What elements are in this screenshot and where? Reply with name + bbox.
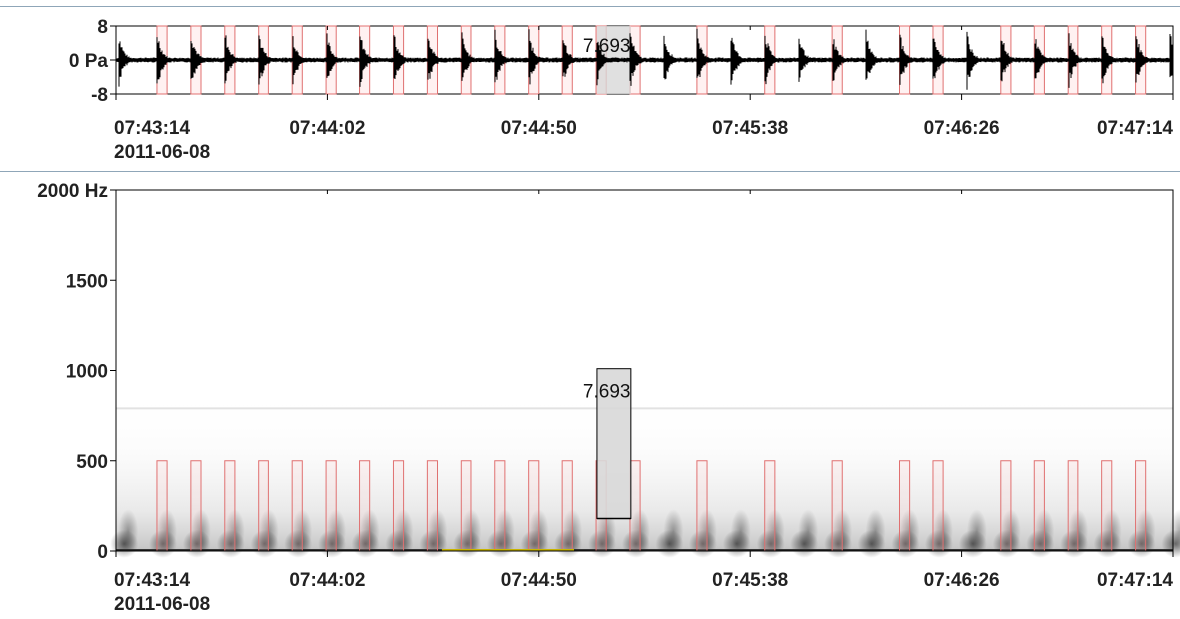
- waveform-time-tick-label: 07:43:14: [114, 118, 190, 139]
- spectrogram-y-tick-label: 0: [97, 542, 108, 563]
- spectrogram-selection-box[interactable]: [596, 368, 632, 520]
- call-harmonic: [1169, 509, 1180, 554]
- spectrogram-annotation-box: [1101, 460, 1113, 552]
- spectrogram-annotation-box: [190, 460, 202, 552]
- waveform-time-tick-label: 07:44:50: [501, 118, 577, 139]
- waveform-selection-label: 7.693: [583, 36, 631, 57]
- spectrogram-annotation-box: [426, 460, 439, 552]
- spectrogram-annotation-box: [494, 460, 506, 552]
- waveform-y-tick-label: 0 Pa: [69, 51, 109, 72]
- spectrogram-time-date-label: 2011-06-08: [114, 594, 210, 615]
- waveform-panel[interactable]: 7.693 8 0 Pa -8 07:43:14 2011-06-08 07:44:02…: [69, 17, 1174, 163]
- spectrogram-annotation-box: [561, 460, 573, 552]
- waveform-time-axis: 07:43:14 2011-06-08 07:44:02 07:44:50 07:45:…: [114, 26, 1174, 163]
- spectrogram-y-tick-label: 1500: [66, 271, 108, 292]
- spectrogram-panel[interactable]: 7.693 2000 Hz 1500 1000 500 0 07:43:14 2011-0…: [37, 181, 1180, 615]
- spectrogram-annotation-box: [1135, 460, 1147, 552]
- call-harmonic: [663, 509, 684, 554]
- spectrogram-annotation-box: [325, 460, 337, 552]
- spectrogram-time-tick-label: 07:45:38: [712, 570, 788, 591]
- call-harmonic: [966, 509, 987, 554]
- waveform-y-tick-label: 8: [97, 17, 108, 38]
- call-harmonic: [730, 509, 751, 554]
- spectrogram-annotation-box: [899, 460, 911, 552]
- spectrogram-annotation-box: [629, 460, 641, 552]
- spectrogram-annotation-box: [359, 460, 371, 552]
- spectrogram-annotation-box: [1000, 460, 1012, 552]
- spectrogram-time-tick-label: 07:44:02: [289, 570, 365, 591]
- waveform-y-axis: 8 0 Pa -8: [69, 17, 116, 106]
- spectrogram-time-tick-label: 07:47:14: [1097, 570, 1173, 591]
- spectrogram-time-axis: 07:43:14 2011-06-08 07:44:02 07:44:50 07:45:…: [114, 190, 1174, 615]
- spectrogram-annotation-box: [224, 460, 236, 552]
- spectrogram-annotation-box: [392, 460, 405, 552]
- waveform-time-date-label: 2011-06-08: [114, 142, 210, 163]
- spectrogram-annotation-box: [258, 460, 269, 552]
- call-harmonic: [798, 509, 819, 554]
- spectrogram-y-tick-label: 500: [76, 452, 108, 473]
- spectrogram-y-axis: 2000 Hz 1500 1000 500 0: [37, 181, 116, 563]
- waveform-time-tick-label: 07:47:14: [1097, 118, 1173, 139]
- spectrogram-annotation-box: [528, 460, 540, 552]
- spectrogram-time-tick-label: 07:46:26: [924, 570, 1000, 591]
- spectrogram-annotation-box: [1067, 460, 1079, 552]
- spectrogram-annotation-box: [1033, 460, 1045, 552]
- spectrogram-annotation-box: [696, 460, 708, 552]
- call-harmonic: [118, 509, 139, 554]
- top-divider: [0, 6, 1180, 7]
- panel-divider: [0, 171, 1180, 172]
- spectrogram-time-tick-label: 07:44:50: [501, 570, 577, 591]
- waveform-time-tick-label: 07:45:38: [712, 118, 788, 139]
- spectrogram-annotation-box: [291, 460, 303, 552]
- spectrogram-y-tick-label: 1000: [66, 362, 108, 383]
- spectrogram-selection-label: 7.693: [583, 382, 631, 403]
- waveform-time-tick-label: 07:44:02: [289, 118, 365, 139]
- call-harmonic: [865, 509, 886, 554]
- spectrogram-annotation-box: [831, 460, 843, 552]
- spectrogram-annotation-box: [156, 460, 168, 552]
- spectrogram-y-tick-label: 2000 Hz: [37, 181, 108, 202]
- spectrogram-time-tick-label: 07:43:14: [114, 570, 190, 591]
- spectrogram-annotation-box: [932, 460, 944, 552]
- waveform-time-tick-label: 07:46:26: [924, 118, 1000, 139]
- spectrogram-annotation-box: [460, 460, 472, 552]
- spectrogram-annotation-box: [764, 460, 776, 552]
- waveform-y-tick-label: -8: [91, 85, 108, 106]
